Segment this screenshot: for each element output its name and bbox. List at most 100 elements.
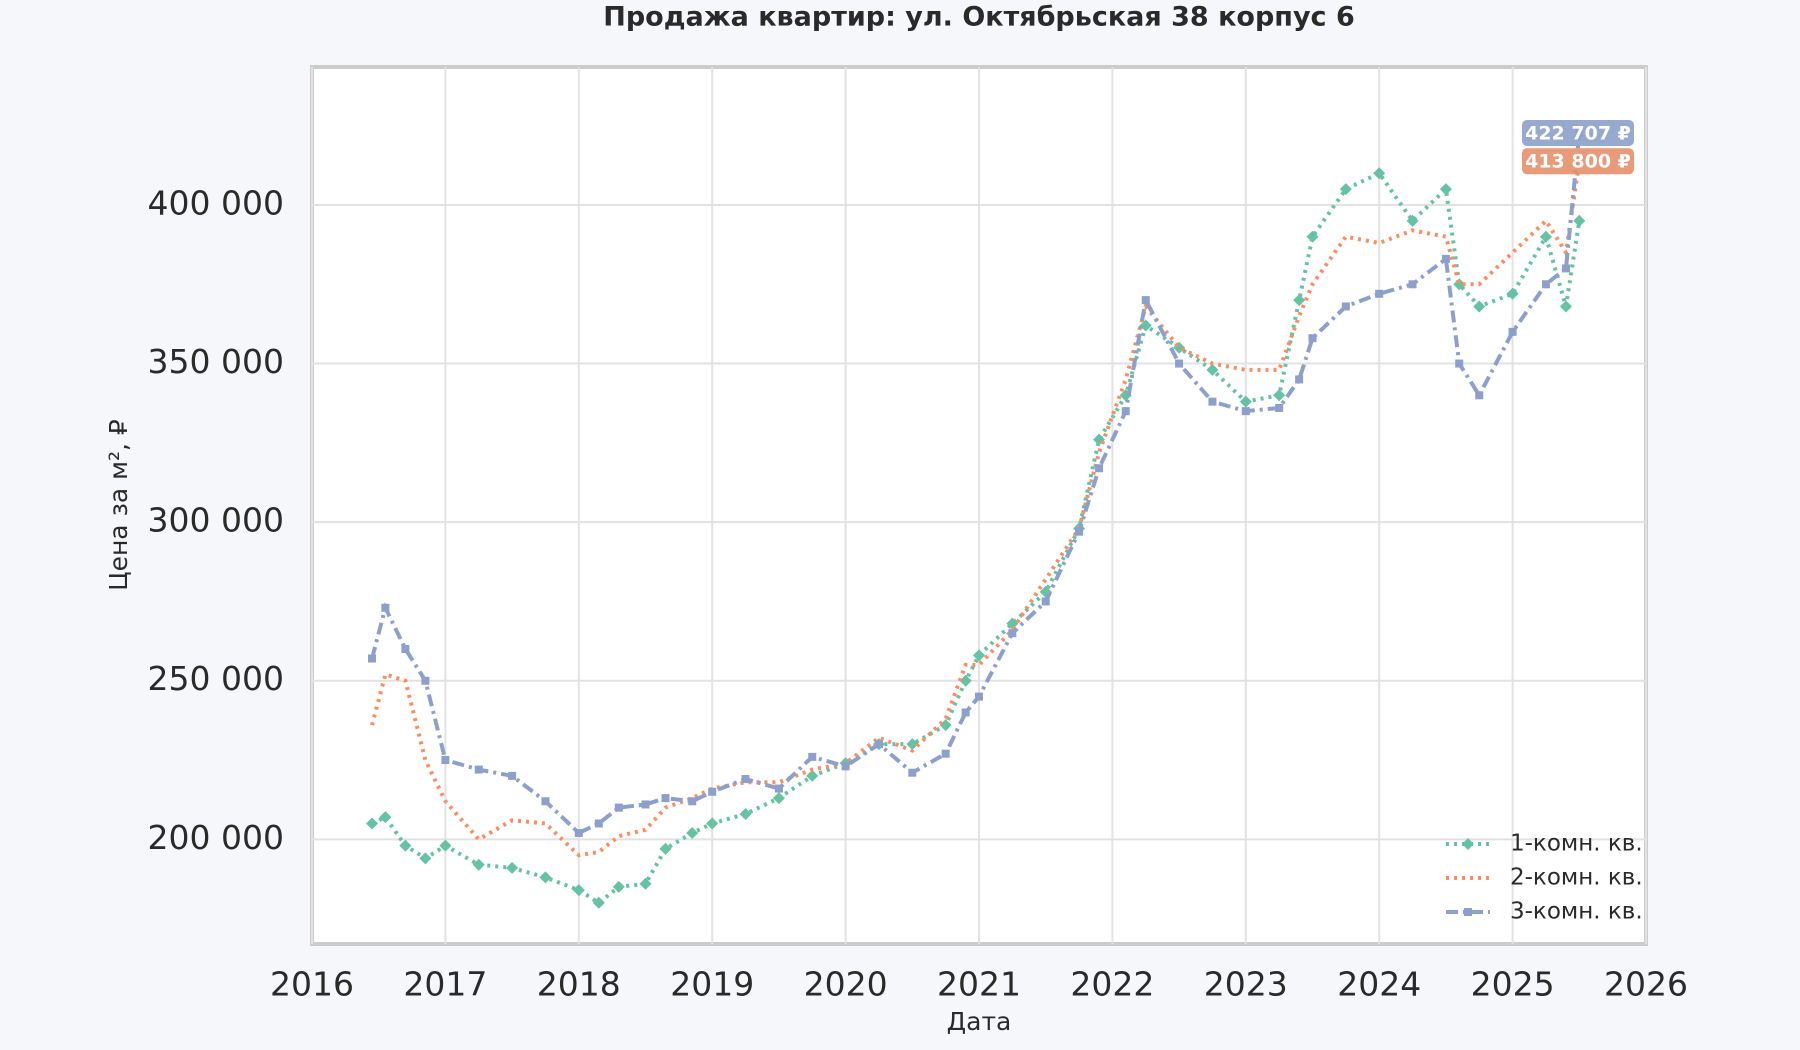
- y-axis-label: Цена за м², ₽: [104, 419, 133, 591]
- x-tick-label: 2022: [1070, 965, 1154, 1004]
- point-marker: [381, 603, 390, 612]
- point-marker: [1473, 300, 1486, 313]
- point-marker: [1339, 183, 1352, 196]
- x-axis-label: Дата: [947, 1007, 1012, 1036]
- point-marker: [741, 775, 750, 784]
- point-marker: [1241, 407, 1250, 416]
- y-tick-label: 400 000: [148, 183, 284, 222]
- point-marker: [639, 877, 652, 890]
- point-marker: [1462, 838, 1474, 850]
- x-tick-label: 2020: [804, 965, 888, 1004]
- point-marker: [959, 674, 972, 687]
- point-marker: [1439, 183, 1452, 196]
- point-marker: [961, 708, 970, 717]
- point-marker: [1541, 280, 1550, 289]
- point-marker: [1273, 389, 1286, 402]
- point-marker: [612, 880, 625, 893]
- point-marker: [1408, 280, 1417, 289]
- point-marker: [1573, 214, 1586, 227]
- point-marker: [688, 797, 697, 806]
- point-marker: [659, 842, 672, 855]
- point-marker: [908, 768, 917, 777]
- point-marker: [1141, 296, 1150, 305]
- point-marker: [399, 839, 412, 852]
- point-marker: [508, 771, 517, 780]
- point-marker: [366, 817, 379, 830]
- point-marker: [1475, 391, 1484, 400]
- point-marker: [1295, 375, 1304, 384]
- point-marker: [1075, 527, 1084, 536]
- point-marker: [421, 676, 430, 685]
- annotation-label: 413 800 ₽: [1525, 151, 1631, 173]
- point-marker: [661, 794, 670, 803]
- point-marker: [379, 811, 392, 824]
- series-line: [370, 160, 1582, 858]
- point-marker: [572, 884, 585, 897]
- series-line: [370, 132, 1582, 836]
- point-marker: [1375, 289, 1384, 298]
- point-marker: [1308, 334, 1317, 343]
- point-marker: [1239, 395, 1252, 408]
- point-marker: [939, 719, 952, 732]
- point-marker: [1464, 908, 1472, 916]
- point-marker: [472, 858, 485, 871]
- point-marker: [1455, 359, 1464, 368]
- point-marker: [1041, 597, 1050, 606]
- point-marker: [706, 817, 719, 830]
- point-marker: [539, 871, 552, 884]
- x-tick-label: 2018: [537, 965, 621, 1004]
- point-marker: [1453, 278, 1466, 291]
- point-marker: [806, 769, 819, 782]
- point-marker: [592, 896, 605, 909]
- legend-label: 2-комн. кв.: [1510, 865, 1643, 891]
- chart-title: Продажа квартир: ул. Октябрьская 38 корп…: [603, 2, 1355, 33]
- point-marker: [1341, 302, 1350, 311]
- point-marker: [594, 819, 603, 828]
- point-marker: [975, 692, 983, 701]
- point-marker: [506, 861, 519, 874]
- point-marker: [941, 749, 950, 758]
- x-tick-label: 2024: [1337, 965, 1421, 1004]
- x-tick-label: 2019: [670, 965, 754, 1004]
- x-tick-label: 2016: [270, 965, 354, 1004]
- point-marker: [419, 852, 432, 865]
- point-marker: [1306, 230, 1319, 243]
- series-line: [371, 170, 1582, 906]
- point-marker: [368, 654, 377, 663]
- point-marker: [1208, 397, 1217, 406]
- x-tick-label: 2017: [403, 965, 487, 1004]
- y-tick-label: 250 000: [148, 659, 284, 698]
- point-marker: [441, 756, 450, 765]
- point-marker: [808, 752, 817, 761]
- point-marker: [1293, 294, 1306, 307]
- point-marker: [439, 839, 452, 852]
- point-marker: [1275, 403, 1284, 412]
- annotation-badge: [1522, 148, 1634, 175]
- point-marker: [1539, 230, 1552, 243]
- point-marker: [1373, 167, 1386, 180]
- x-tick-label: 2023: [1204, 965, 1288, 1004]
- point-marker: [772, 792, 785, 805]
- y-tick-label: 200 000: [148, 818, 284, 857]
- point-marker: [541, 797, 550, 806]
- annotation-badge: [1522, 119, 1634, 146]
- point-marker: [1441, 254, 1450, 263]
- y-tick-label: 350 000: [148, 342, 284, 381]
- x-tick-label: 2026: [1604, 965, 1688, 1004]
- point-marker: [641, 800, 650, 809]
- point-marker: [1561, 264, 1570, 273]
- point-marker: [1006, 617, 1019, 630]
- point-marker: [1121, 407, 1130, 416]
- point-marker: [1206, 363, 1219, 376]
- y-tick-label: 300 000: [148, 501, 284, 540]
- point-marker: [774, 784, 783, 793]
- point-marker: [1175, 359, 1184, 368]
- point-marker: [474, 765, 483, 774]
- point-marker: [1508, 327, 1517, 336]
- point-marker: [906, 738, 919, 751]
- annotation-label: 422 707 ₽: [1525, 122, 1631, 144]
- point-marker: [1506, 287, 1519, 300]
- point-marker: [1406, 214, 1419, 227]
- point-marker: [574, 828, 583, 837]
